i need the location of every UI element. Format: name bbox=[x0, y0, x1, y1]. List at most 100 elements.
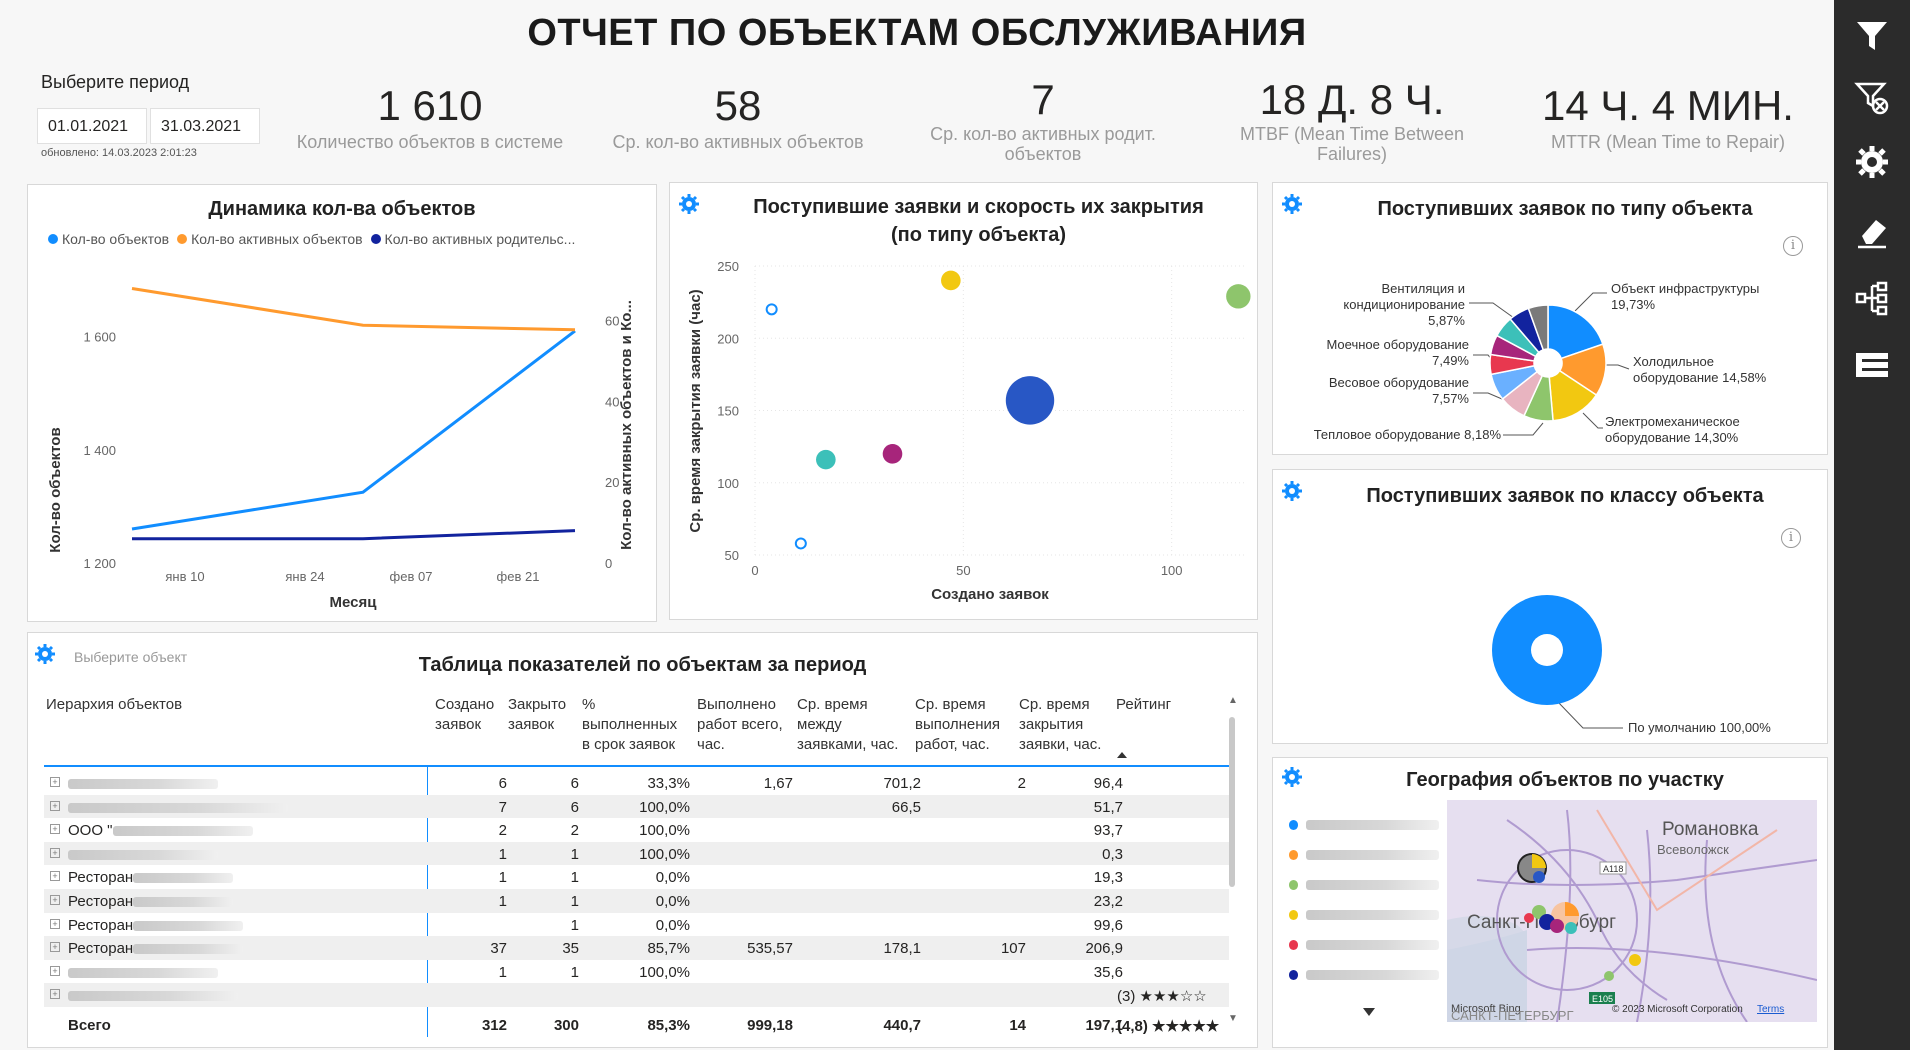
legend-label: Кол-во активных родительс... bbox=[384, 231, 576, 247]
info-icon[interactable]: i bbox=[1781, 528, 1801, 548]
col-header-closed[interactable]: Закрыто заявок bbox=[508, 696, 567, 733]
redacted-name bbox=[133, 897, 234, 908]
geo-map[interactable]: Романовка Всеволожск Санкт-Петербург A11… bbox=[1447, 800, 1817, 1022]
scatter-point[interactable] bbox=[882, 444, 903, 464]
metrics-table-panel[interactable]: Выберите объект Таблица показателей по о… bbox=[27, 632, 1258, 1048]
hierarchy-icon[interactable] bbox=[1850, 276, 1894, 320]
scroll-down-icon[interactable]: ▼ bbox=[1228, 1013, 1238, 1024]
filter-icon[interactable] bbox=[1850, 14, 1894, 58]
table-icon[interactable] bbox=[1850, 344, 1894, 388]
cell-pct: 100,0% bbox=[639, 798, 690, 816]
expand-icon[interactable]: + bbox=[50, 777, 60, 787]
scroll-thumb[interactable] bbox=[1229, 717, 1235, 887]
right-toolbar bbox=[1834, 0, 1910, 1050]
legend-item[interactable]: Кол-во объектов bbox=[48, 231, 169, 247]
expand-icon[interactable]: + bbox=[50, 942, 60, 953]
series-line[interactable] bbox=[132, 529, 576, 541]
scatter-point[interactable] bbox=[816, 449, 836, 470]
row-name-text: Ресторан bbox=[68, 869, 134, 887]
col-header-work[interactable]: Выполнено работ всего, час. bbox=[697, 696, 783, 753]
class-pie-panel[interactable]: Поступивших заявок по классу объекта i П… bbox=[1272, 469, 1828, 744]
type-pie-panel[interactable]: Поступивших заявок по типу объекта i Объ… bbox=[1272, 182, 1828, 455]
pie-slice[interactable] bbox=[1527, 304, 1549, 351]
map-copyright: © 2023 Microsoft Corporation bbox=[1612, 1004, 1743, 1015]
col-header-hierarchy[interactable]: Иерархия объектов bbox=[46, 696, 183, 713]
gear-icon[interactable] bbox=[34, 643, 56, 665]
expand-icon[interactable]: + bbox=[50, 895, 60, 905]
expand-icon[interactable]: + bbox=[50, 871, 60, 882]
table-row[interactable]: + Ресторан 37 35 85,7% 535,57 178,1 107 206,9 bbox=[44, 936, 1229, 960]
expand-icon[interactable]: + bbox=[50, 824, 60, 835]
chevron-down-icon[interactable] bbox=[1363, 1008, 1375, 1016]
kpi-objects-total: 1 610 Количество объектов в системе bbox=[290, 82, 570, 152]
pie-slice[interactable] bbox=[1558, 343, 1607, 397]
col-header-pct[interactable]: % выполненных в срок заявок bbox=[582, 696, 678, 753]
geo-legend-item[interactable] bbox=[1289, 930, 1439, 960]
legend-item[interactable]: Кол-во активных родительс... bbox=[370, 231, 576, 247]
date-to-input[interactable]: 31.03.2021 bbox=[150, 108, 260, 144]
y2-axis-label: Кол-во активных объектов и Ко... bbox=[618, 300, 635, 550]
table-row[interactable]: +1 1 100,0% 0,3 bbox=[44, 841, 1229, 866]
table-row[interactable]: +7 6 100,0% 66,5 51,7 bbox=[44, 794, 1229, 819]
legend-item[interactable]: Кол-во активных объектов bbox=[177, 231, 363, 247]
table-row[interactable]: +1 1 100,0% 35,6 bbox=[44, 960, 1229, 984]
geo-legend-item[interactable] bbox=[1289, 810, 1439, 840]
gear-icon[interactable] bbox=[1281, 766, 1303, 788]
donut-hole bbox=[1531, 634, 1563, 666]
scatter-chart-svg[interactable]: 50 100 150 200 250 0 50 100 Создано заявок Ср. вр… bbox=[670, 183, 1259, 621]
col-header-created[interactable]: Создано заявок bbox=[435, 696, 495, 733]
series-line[interactable] bbox=[131, 329, 576, 531]
expand-icon[interactable]: + bbox=[50, 847, 60, 858]
geo-legend-item[interactable] bbox=[1289, 840, 1439, 870]
col-header-between[interactable]: Ср. время между заявками, час. bbox=[797, 696, 899, 753]
map-marker[interactable] bbox=[1550, 919, 1564, 933]
map-terms-link[interactable]: Terms bbox=[1757, 1004, 1784, 1015]
geo-panel[interactable]: География объектов по участку bbox=[1272, 757, 1828, 1048]
scroll-up-icon[interactable]: ▲ bbox=[1228, 695, 1238, 706]
scatter-point[interactable] bbox=[1226, 284, 1251, 309]
col-header-rating[interactable]: Рейтинг bbox=[1116, 696, 1172, 713]
map-marker[interactable] bbox=[1629, 954, 1641, 966]
table-scrollbar[interactable]: ▲ ▼ bbox=[1226, 695, 1238, 1035]
scatter-chart-panel[interactable]: Поступившие заявки и скорость их закрыти… bbox=[669, 182, 1258, 620]
geo-legend-item[interactable] bbox=[1289, 900, 1439, 930]
table-row[interactable]: + (3) ★★★☆☆ bbox=[44, 983, 1229, 1007]
map-marker[interactable] bbox=[1565, 922, 1577, 934]
col-header-exec[interactable]: Ср. время выполнения работ, час. bbox=[915, 696, 1001, 753]
object-filter[interactable]: Выберите объект bbox=[74, 649, 188, 665]
type-pie-svg[interactable]: Объект инфраструктуры 19,73% Холодильное… bbox=[1273, 183, 1829, 456]
line-chart-panel[interactable]: Динамика кол-ва объектов Кол-во объектов… bbox=[27, 184, 657, 622]
pie-slice[interactable] bbox=[1547, 304, 1604, 360]
pie-slice[interactable] bbox=[1548, 369, 1598, 422]
clear-filter-icon[interactable] bbox=[1850, 76, 1894, 120]
expand-icon[interactable]: + bbox=[50, 800, 60, 811]
expand-icon[interactable]: + bbox=[50, 965, 60, 976]
gear-icon[interactable] bbox=[1281, 193, 1303, 215]
eraser-icon[interactable] bbox=[1850, 210, 1894, 254]
table-row[interactable]: + Ресторан 1 0,0% 99,6 bbox=[44, 913, 1229, 937]
expand-icon[interactable]: + bbox=[50, 989, 60, 1000]
gear-icon[interactable] bbox=[678, 193, 700, 215]
geo-legend-item[interactable] bbox=[1289, 960, 1439, 990]
date-from-input[interactable]: 01.01.2021 bbox=[37, 108, 147, 144]
table-row[interactable]: + Ресторан 1 1 0,0% 23,2 bbox=[44, 889, 1229, 913]
expand-icon[interactable]: + bbox=[50, 918, 60, 929]
scatter-point[interactable] bbox=[941, 270, 961, 291]
info-icon[interactable]: i bbox=[1783, 236, 1803, 256]
table-row[interactable]: + Ресторан 1 1 0,0% 19,3 bbox=[44, 865, 1229, 889]
col-header-close[interactable]: Ср. время закрытия заявки, час. bbox=[1019, 696, 1102, 753]
table-row[interactable]: +6 6 33,3% 1,67 701,2 2 96,4 bbox=[44, 771, 1229, 795]
gear-icon[interactable] bbox=[1281, 480, 1303, 502]
table-row[interactable]: + ООО " 2 2 100,0% 93,7 bbox=[44, 818, 1229, 842]
scatter-point[interactable] bbox=[765, 303, 778, 316]
map-marker[interactable] bbox=[1524, 913, 1534, 923]
scatter-point[interactable] bbox=[1005, 376, 1055, 425]
class-pie-svg[interactable]: По умолчанию 100,00% bbox=[1273, 470, 1829, 745]
map-marker[interactable] bbox=[1604, 971, 1614, 981]
cell-close: 19,3 bbox=[1093, 869, 1123, 887]
scatter-point[interactable] bbox=[794, 537, 807, 550]
series-line[interactable] bbox=[131, 287, 576, 332]
line-chart-svg[interactable]: 1 200 1 400 1 600 0 20 40 60 янв 10 янв 24 фев 07… bbox=[28, 185, 658, 623]
geo-legend-item[interactable] bbox=[1289, 870, 1439, 900]
gear-icon[interactable] bbox=[1850, 140, 1894, 184]
